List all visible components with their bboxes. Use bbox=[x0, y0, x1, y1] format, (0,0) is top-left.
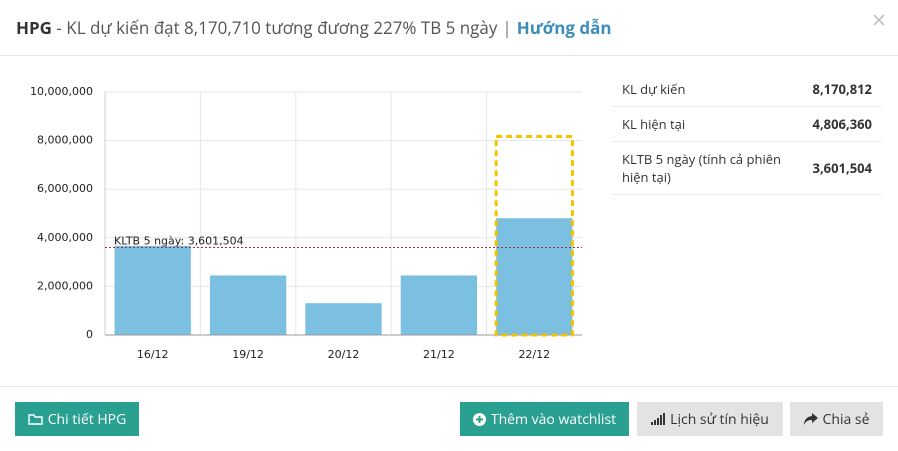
button-label: Chia sẻ bbox=[822, 409, 870, 429]
symbol: HPG bbox=[16, 16, 52, 39]
stat-label: KL hiện tại bbox=[612, 106, 803, 142]
y-tick-label: 8,000,000 bbox=[37, 134, 93, 147]
y-tick-label: 4,000,000 bbox=[37, 231, 93, 244]
stats-row: KL dự kiến 8,170,812 bbox=[612, 72, 882, 107]
share-button[interactable]: Chia sẻ bbox=[790, 402, 883, 436]
stat-label: KL dự kiến bbox=[612, 72, 803, 107]
button-label: Thêm vào watchlist bbox=[490, 409, 617, 429]
y-tick-label: 10,000,000 bbox=[30, 85, 93, 98]
y-tick-label: 0 bbox=[86, 328, 93, 341]
chart: 0 2,000,000 4,000,000 6,000,000 8,000,000 10,… bbox=[30, 85, 582, 361]
share-icon bbox=[803, 413, 818, 425]
x-tick-label: 20/12 bbox=[328, 348, 360, 361]
header: HPG - KL dự kiến đạt 8,170,710 tương đươ… bbox=[16, 16, 612, 39]
bar bbox=[496, 218, 573, 335]
bar bbox=[114, 245, 191, 335]
reference-label: KLTB 5 ngày: 3,601,504 bbox=[114, 234, 244, 247]
divider bbox=[0, 386, 898, 387]
close-button[interactable] bbox=[873, 14, 885, 26]
divider bbox=[0, 55, 898, 56]
y-tick-label: 2,000,000 bbox=[37, 279, 93, 292]
stat-value: 4,806,360 bbox=[802, 106, 882, 142]
x-tick-label: 21/12 bbox=[423, 348, 455, 361]
stats-table: KL dự kiến 8,170,812 KL hiện tại 4,806,360 K… bbox=[612, 72, 882, 195]
stat-value: 3,601,504 bbox=[802, 141, 882, 195]
signal-icon bbox=[651, 413, 666, 425]
stats-row: KLTB 5 ngày (tính cả phiên hiện tại) 3,60… bbox=[612, 141, 882, 195]
stat-label: KLTB 5 ngày (tính cả phiên hiện tại) bbox=[612, 141, 803, 195]
x-tick-label: 22/12 bbox=[518, 348, 550, 361]
plus-icon bbox=[472, 412, 486, 426]
detail-button[interactable]: Chi tiết HPG bbox=[15, 402, 139, 436]
forecast-box bbox=[494, 134, 574, 337]
stats-row: KL hiện tại 4,806,360 bbox=[612, 106, 882, 142]
folder-icon bbox=[28, 414, 43, 425]
button-label: Lịch sử tín hiệu bbox=[670, 409, 769, 429]
bar bbox=[400, 275, 478, 335]
summary: - KL dự kiến đạt 8,170,710 tương đương 2… bbox=[56, 16, 498, 39]
x-tick-label: 16/12 bbox=[137, 348, 169, 361]
stat-value: 8,170,812 bbox=[802, 72, 882, 107]
help-link[interactable]: Hướng dẫn bbox=[516, 16, 612, 39]
bar bbox=[305, 303, 382, 335]
y-tick-label: 6,000,000 bbox=[37, 182, 93, 195]
x-tick-label: 19/12 bbox=[232, 348, 264, 361]
button-label: Chi tiết HPG bbox=[47, 409, 127, 429]
watchlist-button[interactable]: Thêm vào watchlist bbox=[460, 402, 629, 436]
bar bbox=[209, 275, 287, 335]
separator: | bbox=[502, 16, 512, 39]
history-button[interactable]: Lịch sử tín hiệu bbox=[637, 402, 783, 436]
